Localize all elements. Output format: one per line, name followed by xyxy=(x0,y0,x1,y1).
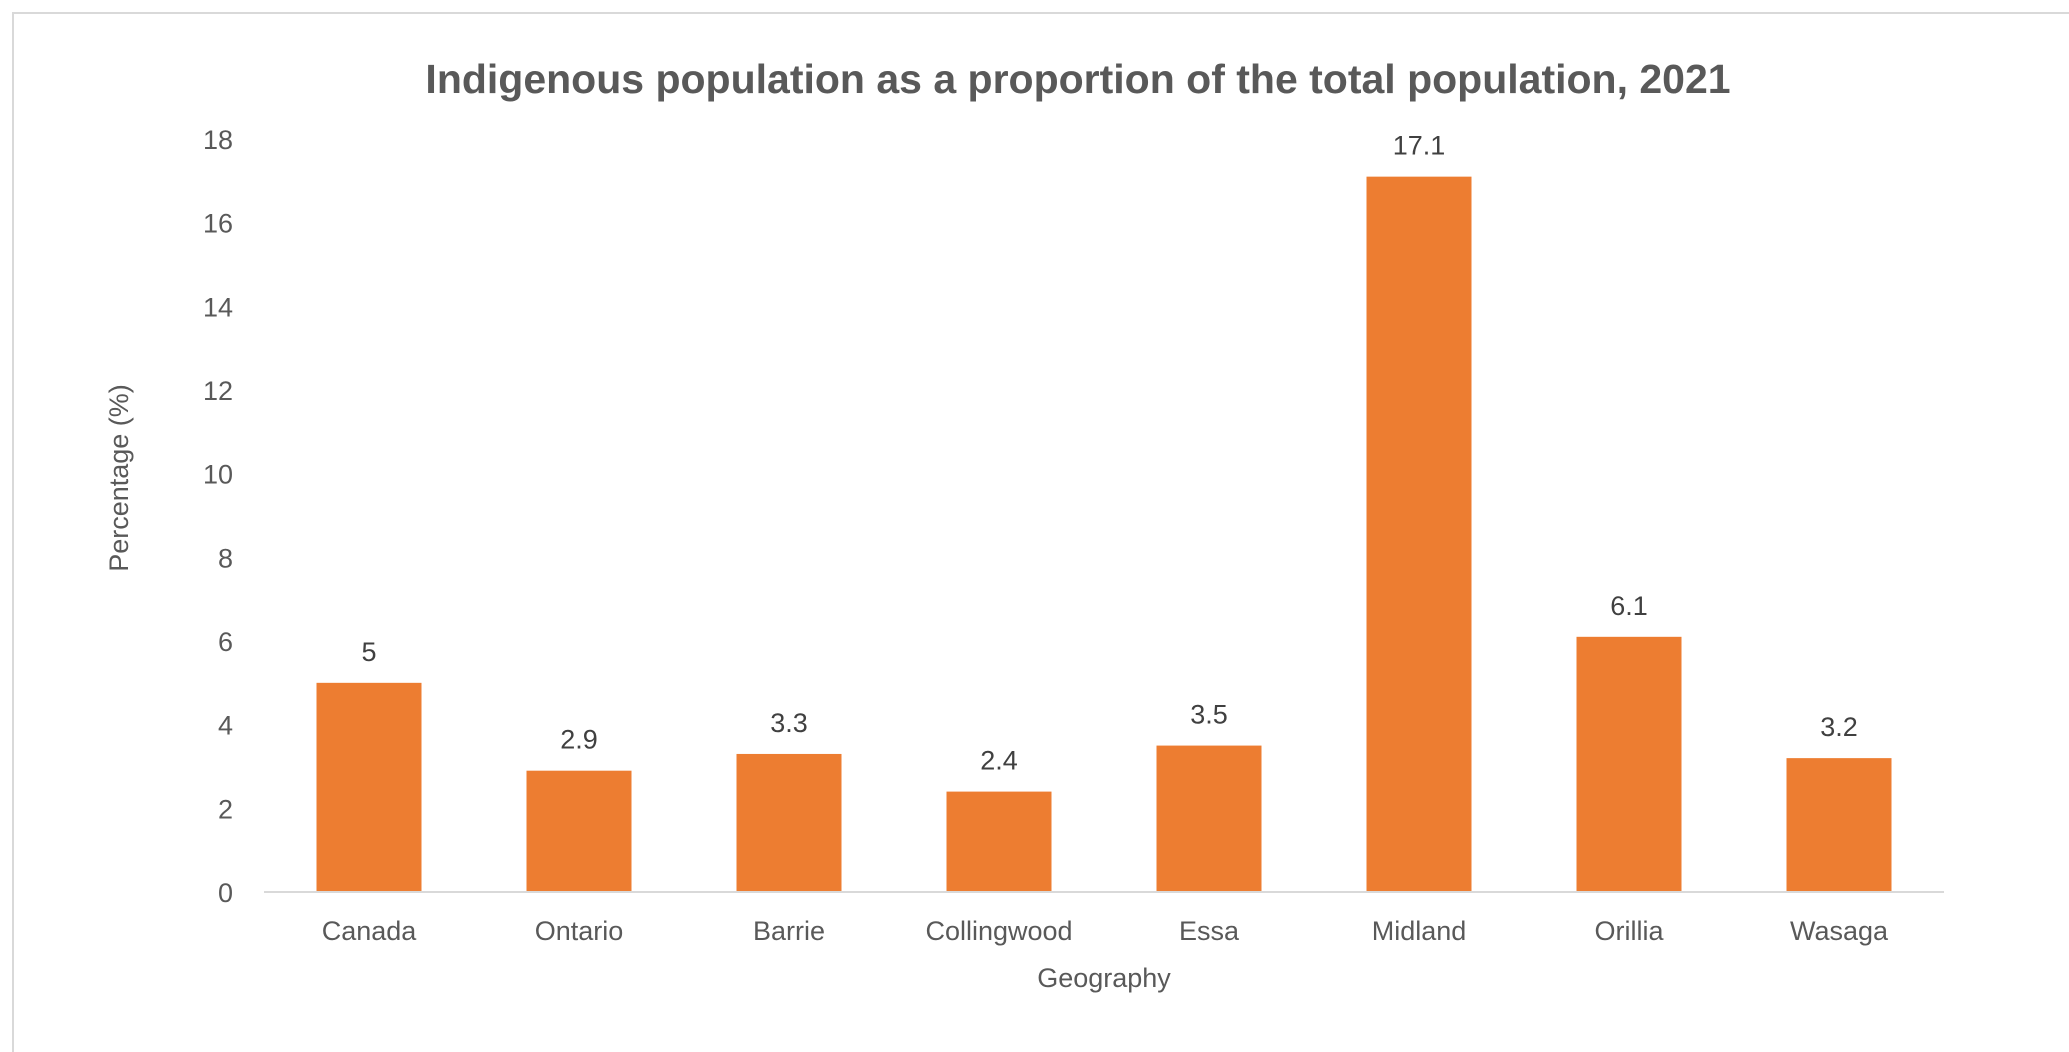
bar-collingwood xyxy=(946,791,1052,892)
bar-orillia xyxy=(1576,636,1682,892)
y-tick-label: 8 xyxy=(218,543,233,573)
data-label-ontario: 2.9 xyxy=(560,725,598,755)
x-tick-label-barrie: Barrie xyxy=(753,916,825,946)
chart-title: Indigenous population as a proportion of… xyxy=(425,56,1730,102)
y-tick-label: 2 xyxy=(218,794,233,824)
y-tick-label: 16 xyxy=(203,209,233,239)
data-label-orillia: 6.1 xyxy=(1610,591,1648,621)
y-tick-label: 6 xyxy=(218,627,233,657)
y-tick-label: 0 xyxy=(218,878,233,908)
data-label-essa: 3.5 xyxy=(1190,700,1228,730)
bar-midland xyxy=(1366,176,1472,892)
bar-essa xyxy=(1156,745,1262,892)
x-tick-label-midland: Midland xyxy=(1372,916,1467,946)
bar-ontario xyxy=(526,770,632,892)
bar-barrie xyxy=(736,753,842,892)
x-tick-label-canada: Canada xyxy=(322,916,418,946)
data-label-midland: 17.1 xyxy=(1393,131,1446,161)
data-label-collingwood: 2.4 xyxy=(980,746,1018,776)
x-tick-label-essa: Essa xyxy=(1179,916,1240,946)
y-tick-label: 14 xyxy=(203,292,233,322)
y-tick-label: 4 xyxy=(218,711,233,741)
bar-wasaga xyxy=(1786,758,1892,892)
data-label-barrie: 3.3 xyxy=(770,708,808,738)
y-tick-label: 12 xyxy=(203,376,233,406)
data-label-canada: 5 xyxy=(361,637,376,667)
data-labels: 5 2.9 3.3 2.4 3.5 17.1 6.1 3.2 xyxy=(361,131,1857,776)
bars xyxy=(316,176,1892,892)
x-axis-title: Geography xyxy=(1037,963,1171,993)
bar-canada xyxy=(316,682,422,892)
y-tick-label: 10 xyxy=(203,460,233,490)
x-tick-label-collingwood: Collingwood xyxy=(925,916,1072,946)
y-tick-label: 18 xyxy=(203,125,233,155)
x-tick-label-orillia: Orillia xyxy=(1594,916,1664,946)
x-tick-label-ontario: Ontario xyxy=(535,916,624,946)
y-axis-ticks: 0 2 4 6 8 10 12 14 16 18 xyxy=(203,125,233,908)
x-tick-label-wasaga: Wasaga xyxy=(1790,916,1889,946)
x-axis-ticks: Canada Ontario Barrie Collingwood Essa Midlan… xyxy=(322,916,1889,946)
y-axis-title: Percentage (%) xyxy=(104,384,134,572)
data-label-wasaga: 3.2 xyxy=(1820,712,1858,742)
